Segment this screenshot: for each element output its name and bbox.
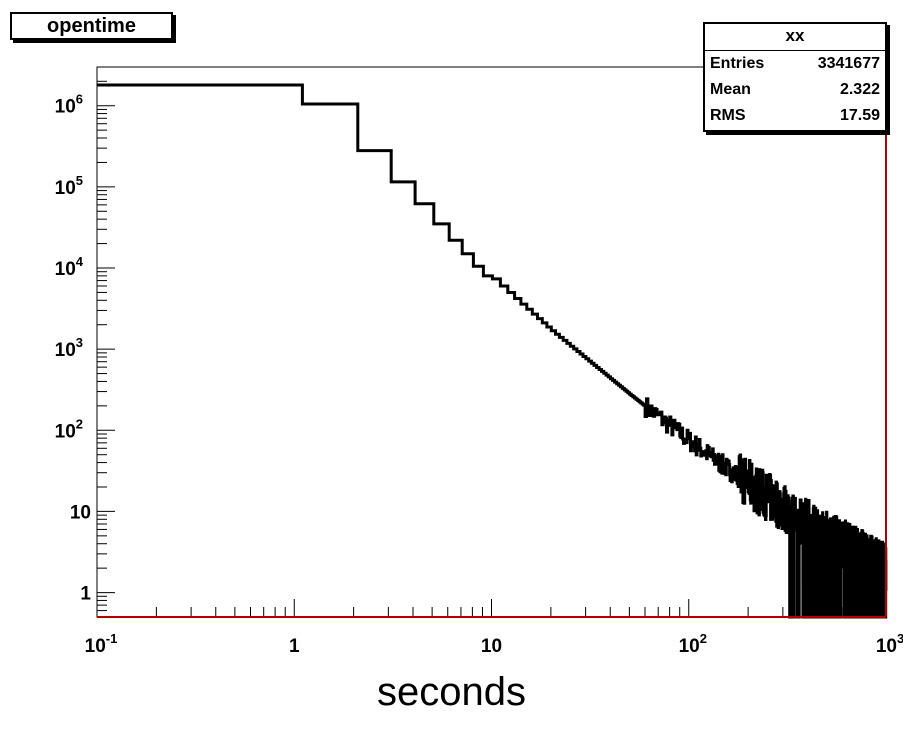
x-axis-label: seconds — [377, 670, 526, 714]
stats-value: 3341677 — [817, 55, 880, 72]
y-tick-label: 102 — [55, 416, 83, 442]
plot-frame — [96, 66, 887, 618]
y-tick-label: 104 — [55, 254, 84, 280]
stats-value: 2.322 — [839, 81, 880, 98]
stats-row-entries: Entries 3341677 — [705, 51, 885, 77]
y-tick-label: 1 — [80, 584, 91, 605]
y-tick-label: 10 — [70, 502, 91, 523]
stats-row-rms: RMS 17.59 — [705, 103, 885, 129]
tick-labels: 10-1 1 10 102 103 1 10 102 103 104 105 106 — [55, 92, 903, 657]
y-tick-label: 106 — [55, 92, 83, 118]
x-tick-label: 102 — [679, 631, 707, 657]
y-tick-label: 103 — [55, 335, 83, 361]
x-tick-label: 10 — [481, 636, 502, 657]
axis-ticks — [96, 66, 878, 618]
x-tick-label: 10-1 — [85, 631, 118, 657]
y-tick-label: 105 — [55, 173, 83, 199]
x-tick-label: 1 — [289, 636, 300, 657]
x-tick-label: 103 — [876, 631, 903, 657]
chart-title: opentime — [10, 12, 173, 40]
stats-name: xx — [705, 24, 885, 51]
stats-label: Mean — [710, 81, 751, 98]
stats-label: Entries — [710, 55, 765, 72]
stats-label: RMS — [710, 107, 746, 124]
histogram-line — [97, 83, 888, 619]
stats-row-mean: Mean 2.322 — [705, 77, 885, 103]
stats-value: 17.59 — [839, 107, 880, 124]
stats-box: xx Entries 3341677 Mean 2.322 RMS 17.59 — [703, 22, 887, 132]
